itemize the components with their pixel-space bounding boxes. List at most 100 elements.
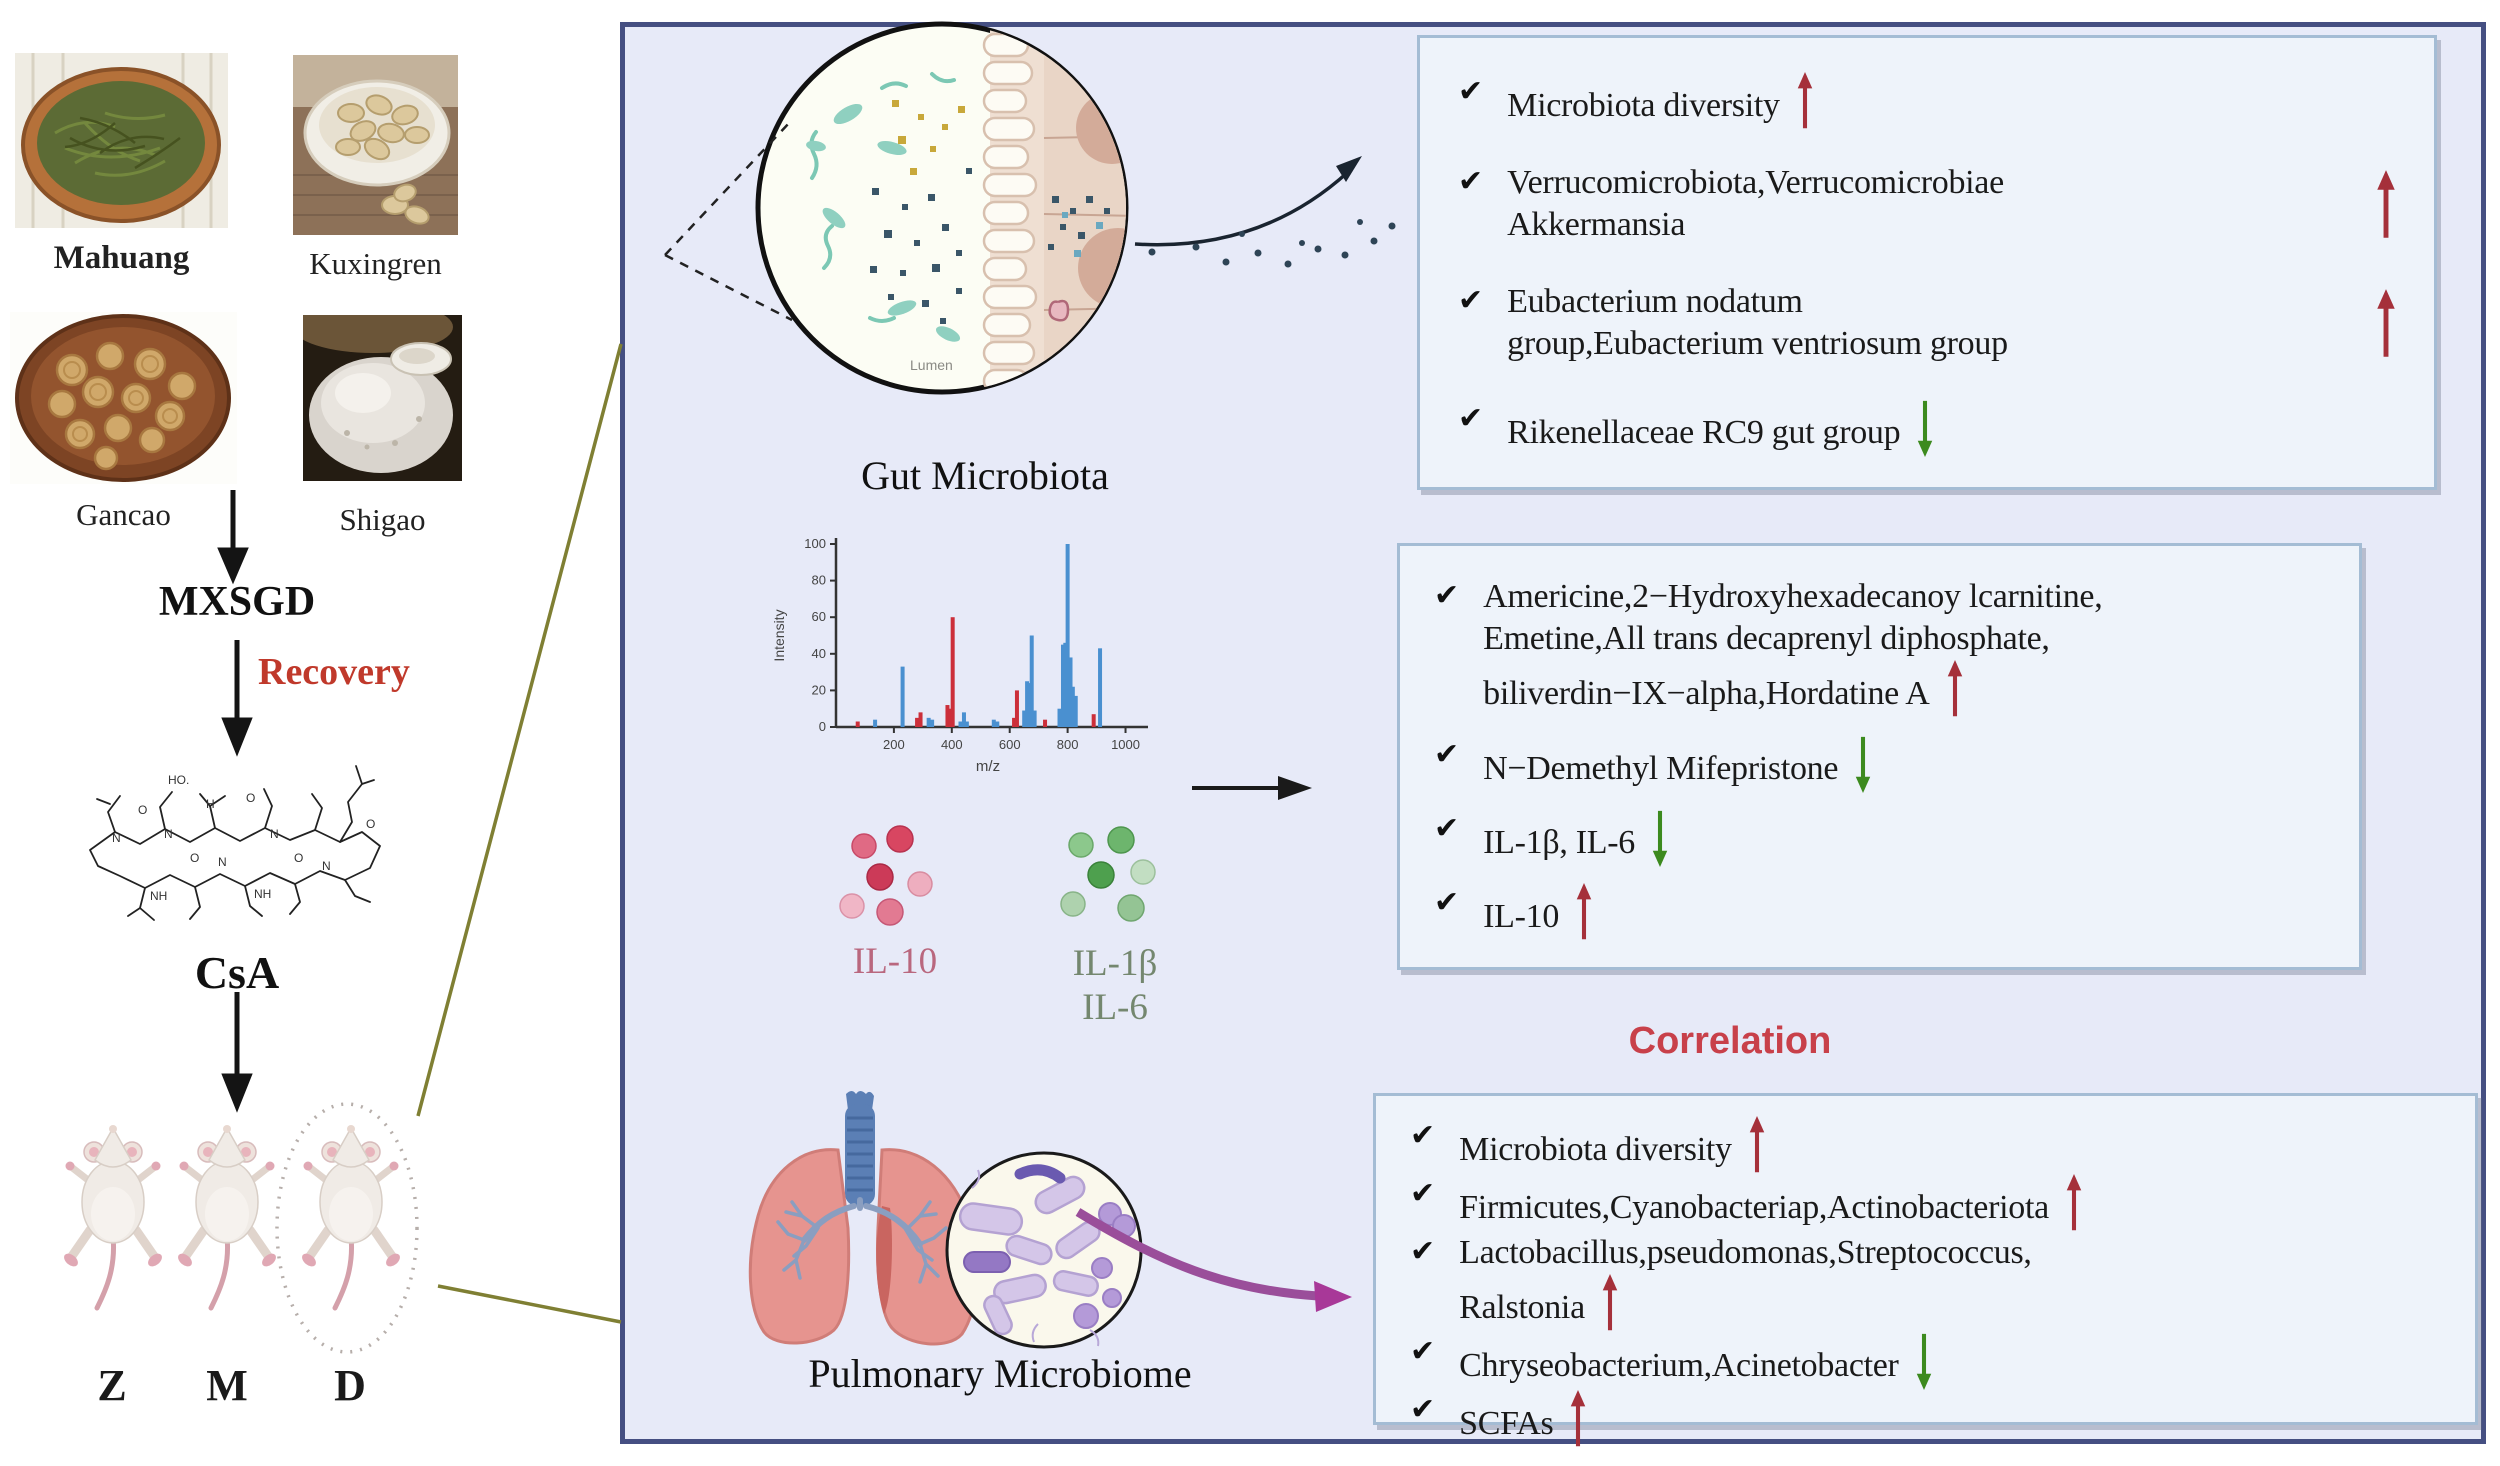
herb-label-mahuang: Mahuang — [53, 240, 190, 276]
svg-text:800: 800 — [1057, 737, 1079, 752]
shigao-photo — [303, 315, 462, 481]
svg-text:80: 80 — [812, 573, 826, 588]
compound-label: CsA — [194, 947, 280, 998]
shigao-illustration — [303, 315, 462, 481]
svg-text:O: O — [366, 817, 375, 831]
up-arrow-icon — [2360, 162, 2398, 248]
formula-label: MXSGD — [158, 579, 316, 625]
finding-text: Firmicutes,Cyanobacteriap,Actinobacterio… — [1459, 1174, 2085, 1232]
svg-text:H: H — [206, 797, 215, 811]
svg-text:O: O — [294, 851, 303, 865]
gancao-photo — [10, 312, 237, 484]
svg-text:HO.: HO. — [168, 773, 189, 787]
finding-item: ✔ Firmicutes,Cyanobacteriap,Actinobacteri… — [1410, 1174, 2445, 1232]
pulmonary-findings-box: ✔ Microbiota diversity ✔ Firmicutes,Cyanob… — [1373, 1093, 2478, 1447]
mouse-m — [172, 1118, 282, 1323]
mouse-group-label-d: D — [334, 1361, 366, 1410]
svg-text:1000: 1000 — [1111, 737, 1140, 752]
finding-text: Americine,2−Hydroxyhexadecanoy lcarnitin… — [1483, 576, 2103, 718]
up-arrow-icon — [1780, 72, 1816, 130]
finding-text: IL-1β, IL-6 — [1483, 809, 1671, 867]
svg-text:N: N — [164, 827, 173, 841]
finding-text: SCFAs — [1459, 1390, 1589, 1448]
finding-text: Microbiota diversity — [1459, 1116, 1768, 1174]
checkmark-icon: ✔ — [1410, 1334, 1436, 1370]
lungs-illustration — [742, 1088, 987, 1363]
herb-label-shigao: Shigao — [339, 502, 426, 537]
svg-text:O: O — [138, 803, 147, 817]
up-arrow-icon — [1732, 1116, 1768, 1174]
mahuang-illustration — [15, 53, 228, 228]
finding-text: Chryseobacterium,Acinetobacter — [1459, 1332, 1935, 1391]
lumen-label: Lumen — [910, 357, 953, 373]
finding-item: ✔ Lactobacillus,pseudomonas,Streptococcus… — [1410, 1232, 2445, 1332]
kuxingren-photo — [293, 55, 458, 235]
gancao-illustration — [10, 312, 237, 484]
checkmark-icon: ✔ — [1434, 578, 1460, 613]
svg-text:40: 40 — [812, 646, 826, 661]
il1b-il6-dots — [1045, 820, 1185, 937]
svg-text:N: N — [270, 827, 279, 841]
svg-text:N: N — [112, 831, 121, 845]
mouse-group-label-m: M — [206, 1361, 248, 1410]
checkmark-icon: ✔ — [1410, 1176, 1436, 1211]
checkmark-icon: ✔ — [1458, 282, 1484, 318]
herb-label-kuxingren: Kuxingren — [309, 246, 442, 281]
il6-label: IL-6 — [1082, 987, 1148, 1028]
pulmonary-bacteria-illustration — [942, 1148, 1147, 1358]
finding-text: N−Demethyl Mifepristone — [1483, 735, 1874, 793]
finding-text: IL-10 — [1483, 882, 1595, 941]
down-arrow-icon — [1899, 1332, 1935, 1391]
svg-text:60: 60 — [812, 609, 826, 624]
finding-item: ✔ IL-10 — [1434, 882, 2329, 941]
finding-item: ✔ Verrucomicrobiota,Verrucomicrobiae Akke… — [1458, 162, 2398, 248]
finding-item: ✔ Chryseobacterium,Acinetobacter — [1410, 1332, 2445, 1391]
finding-item: ✔ Eubacterium nodatum group,Eubacterium v… — [1458, 281, 2398, 367]
svg-text:NH: NH — [150, 889, 167, 903]
checkmark-icon: ✔ — [1434, 736, 1460, 772]
svg-text:20: 20 — [812, 682, 826, 697]
mouse-z — [58, 1118, 168, 1323]
down-arrow-icon — [1900, 399, 1936, 457]
finding-text: Lactobacillus,pseudomonas,Streptococcus,… — [1459, 1232, 2032, 1332]
finding-text: Verrucomicrobiota,Verrucomicrobiae Akker… — [1507, 164, 2004, 244]
svg-text:O: O — [190, 851, 199, 865]
finding-item: ✔ SCFAs — [1410, 1390, 2445, 1448]
svg-text:200: 200 — [883, 737, 905, 752]
mouse-group-label-z: Z — [97, 1361, 127, 1410]
kuxingren-illustration — [293, 55, 458, 235]
finding-item: ✔ Microbiota diversity — [1410, 1116, 2445, 1174]
up-arrow-icon — [1559, 882, 1595, 941]
checkmark-icon: ✔ — [1410, 1118, 1436, 1153]
pulmonary-microbiome-caption: Pulmonary Microbiome — [808, 1351, 1192, 1396]
finding-item: ✔ Rikenellaceae RC9 gut group — [1458, 399, 2398, 457]
checkmark-icon: ✔ — [1434, 884, 1460, 920]
svg-text:400: 400 — [941, 737, 963, 752]
checkmark-icon: ✔ — [1410, 1392, 1436, 1428]
finding-item: ✔ N−Demethyl Mifepristone — [1434, 735, 2329, 793]
up-arrow-icon — [2360, 281, 2398, 367]
down-arrow-icon — [1635, 809, 1671, 867]
gut-microbiota-caption: Gut Microbiota — [861, 453, 1109, 498]
checkmark-icon: ✔ — [1458, 400, 1484, 436]
recovery-label: Recovery — [258, 651, 410, 693]
finding-text: Eubacterium nodatum group,Eubacterium ve… — [1507, 282, 2008, 362]
il10-label: IL-10 — [852, 941, 938, 982]
gut-microbiota-illustration: Lumen — [752, 18, 1134, 405]
svg-text:N: N — [218, 855, 227, 869]
up-arrow-icon — [2049, 1174, 2085, 1232]
csa-molecule-illustration: HO. O O O O O N N N N N NH NH H — [50, 742, 430, 957]
correlation-label-2: Correlation — [1628, 1020, 1832, 1062]
metabolite-findings-box: ✔ Americine,2−Hydroxyhexadecanoy lcarniti… — [1397, 543, 2362, 970]
up-arrow-icon — [1553, 1390, 1589, 1448]
mass-spectrum-chart: 0 20 40 60 80 100 200 400 600 800 1000 Intensity m/z — [768, 522, 1172, 783]
up-arrow-icon — [1930, 660, 1966, 718]
herb-label-gancao: Gancao — [76, 497, 171, 532]
up-arrow-icon — [1585, 1274, 1621, 1332]
svg-text:Intensity: Intensity — [771, 609, 787, 661]
checkmark-icon: ✔ — [1434, 810, 1460, 846]
finding-text: Rikenellaceae RC9 gut group — [1507, 399, 1936, 457]
il1b-label: IL-1β — [1072, 943, 1158, 984]
svg-text:600: 600 — [999, 737, 1021, 752]
